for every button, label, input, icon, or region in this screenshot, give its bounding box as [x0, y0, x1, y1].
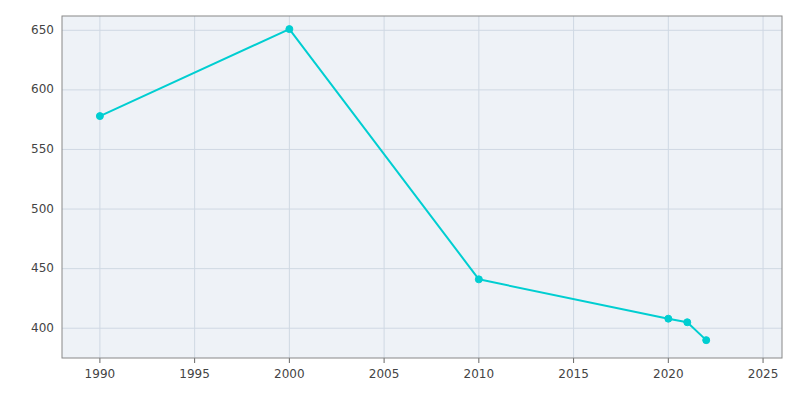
x-tick-mark — [668, 358, 669, 363]
plot-background — [62, 16, 782, 358]
point — [665, 315, 672, 322]
x-tick-label: 2015 — [558, 367, 589, 381]
y-grid-line — [62, 328, 782, 329]
y-grid-line — [62, 268, 782, 269]
x-tick-label: 2000 — [274, 367, 305, 381]
x-tick-label: 2025 — [748, 367, 779, 381]
x-grid-line — [573, 16, 574, 358]
x-tick-mark — [573, 358, 574, 363]
x-grid-line — [194, 16, 195, 358]
grid — [62, 16, 782, 358]
x-grid-line — [384, 16, 385, 358]
y-grid-line — [62, 30, 782, 31]
x-grid-line — [99, 16, 100, 358]
point — [703, 337, 710, 344]
y-tick-label: 650 — [31, 23, 54, 37]
x-tick-label: 1995 — [179, 367, 210, 381]
point — [684, 319, 691, 326]
x-tick-mark — [478, 358, 479, 363]
y-grid-line — [62, 149, 782, 150]
point — [475, 276, 482, 283]
x-tick-label: 1990 — [85, 367, 116, 381]
x-tick-label: 2020 — [653, 367, 684, 381]
line — [100, 29, 706, 340]
y-tick-label: 400 — [31, 321, 54, 335]
x-grid-line — [289, 16, 290, 358]
y-tick-label: 600 — [31, 82, 54, 96]
point — [96, 113, 103, 120]
chart-container: 400 450 500 550 600 650 1990 1995 2000 2005 2010 20… — [0, 0, 800, 400]
x-tick-mark — [384, 358, 385, 363]
page: {"chart_data": {"type": "line", "x": [19… — [0, 0, 800, 400]
x-tick-mark — [763, 358, 764, 363]
x-tick-label: 2005 — [369, 367, 400, 381]
y-tick-label: 500 — [31, 202, 54, 216]
y-tick-label: 550 — [31, 142, 54, 156]
y-grid-line — [62, 209, 782, 210]
point — [286, 26, 293, 33]
x-grid-line — [763, 16, 764, 358]
x-tick-label: 2010 — [464, 367, 495, 381]
x-grid-line — [668, 16, 669, 358]
chart-svg: 400 450 500 550 600 650 1990 1995 2000 2005 2010 20… — [0, 0, 800, 400]
plot-frame — [62, 16, 782, 358]
series — [96, 26, 709, 344]
x-tick-mark — [194, 358, 195, 363]
y-tick-label: 450 — [31, 261, 54, 275]
x-tick-mark — [289, 358, 290, 363]
x-tick-mark — [99, 358, 100, 363]
y-grid-line — [62, 89, 782, 90]
x-grid-line — [478, 16, 479, 358]
axes: 400 450 500 550 600 650 1990 1995 2000 2005 2010 20… — [31, 23, 778, 381]
